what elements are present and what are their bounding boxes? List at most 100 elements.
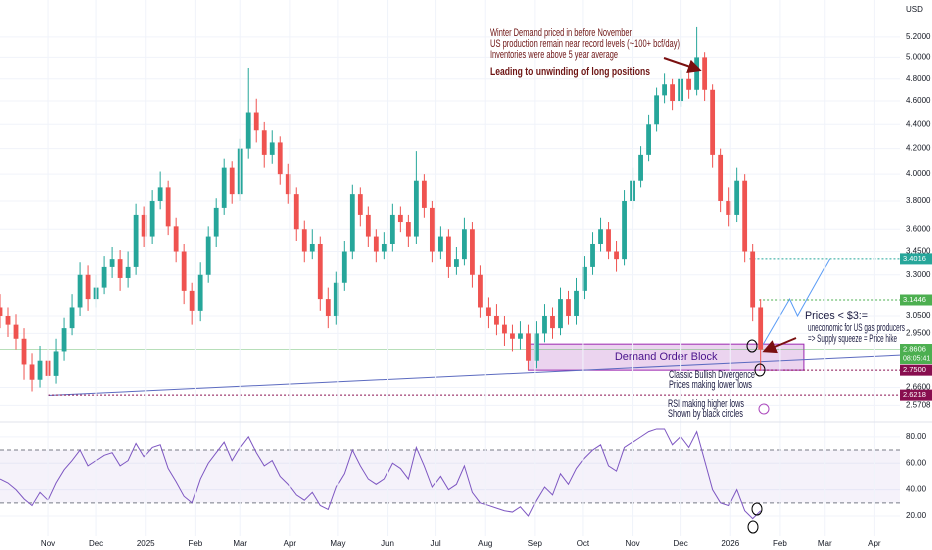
projection-line (761, 258, 830, 347)
annotation: Winter Demand priced in before November (490, 27, 632, 39)
x-tick-label: Sep (528, 539, 543, 548)
y-tick-label: 60.00 (906, 458, 927, 467)
y-tick-label: 5.0000 (906, 53, 931, 62)
candle-body (470, 229, 475, 275)
candle-body (165, 187, 171, 227)
y-tick-label: 4.2000 (906, 144, 931, 153)
candle-body (478, 274, 483, 308)
countdown: 08:05:41 (903, 355, 930, 362)
candle-body (662, 84, 667, 96)
candle-body (486, 307, 491, 316)
candle-body (213, 207, 219, 237)
y-tick-label: 3.8000 (906, 196, 931, 205)
price-label: 2.7500 (903, 365, 926, 374)
annotation: Prices < $3:= (805, 310, 868, 322)
candle-body (742, 180, 748, 252)
candle-body (333, 282, 339, 316)
candle-body (301, 229, 307, 252)
price-label: 3.1446 (903, 295, 926, 304)
candle-body (365, 214, 371, 237)
candle-body (437, 236, 443, 252)
y-tick-label: 80.00 (906, 432, 927, 441)
y-tick-label: 4.6000 (906, 96, 931, 105)
annotation: Leading to unwinding of long positions (490, 66, 650, 78)
y-tick-label: 2.5708 (906, 401, 931, 410)
candle-body (606, 229, 611, 252)
candle-body (510, 333, 515, 339)
candle-body (29, 364, 35, 380)
candle-body (5, 315, 11, 325)
candle-body (221, 167, 227, 208)
candle-body (37, 360, 43, 380)
x-tick-label: Oct (577, 539, 590, 548)
candle-body (149, 200, 155, 237)
candle-body (710, 89, 716, 155)
x-tick-label: Mar (233, 539, 247, 548)
candle-body (189, 290, 195, 311)
annotation: Prices making lower lows (669, 379, 752, 391)
candle-body (157, 187, 163, 201)
candle-body (397, 214, 403, 223)
candle-body (718, 154, 724, 201)
candle-body (389, 214, 395, 244)
y-tick-label: 3.0500 (906, 311, 931, 320)
candle-body (734, 180, 740, 215)
x-tick-label: Mar (818, 539, 832, 548)
annotation: US production remain near record levels … (490, 38, 680, 50)
price-label-box (900, 294, 932, 306)
candle-body (494, 315, 499, 325)
candle-body (197, 274, 203, 311)
candle-body (357, 194, 363, 215)
price-label: 2.8606 (903, 345, 926, 354)
candle-body (702, 57, 708, 90)
candle-body (518, 333, 523, 339)
candle-body (309, 243, 315, 252)
candle-body (125, 266, 131, 278)
arrow (762, 337, 797, 354)
x-tick-label: Apr (284, 539, 297, 548)
candle-body (670, 84, 675, 102)
annotation: Inventories were above 5 year average (490, 49, 618, 61)
candle-body (405, 222, 411, 237)
candle-body (381, 243, 387, 252)
candle-body (141, 214, 147, 237)
candle-body (133, 214, 139, 267)
y-tick-label: 2.9500 (906, 329, 931, 338)
candle-body (534, 333, 539, 361)
x-tick-label: Nov (625, 539, 639, 548)
candle-body (117, 259, 123, 278)
axis-unit: USD (906, 5, 923, 14)
candle-body (277, 142, 283, 175)
arrow (663, 57, 702, 73)
x-tick-label: Jun (381, 539, 394, 548)
candle-body (686, 78, 692, 90)
candle-body (558, 299, 563, 329)
annotation: Classic Bullish Divergence (669, 369, 755, 381)
candle-body (502, 324, 507, 334)
circle-marker (751, 502, 763, 516)
candle-body (21, 338, 27, 365)
price-label: 3.4016 (903, 254, 926, 263)
candle-body (454, 259, 459, 267)
y-tick-label: 5.2000 (906, 32, 931, 41)
annotations: Winter Demand priced in before November … (490, 27, 905, 534)
price-label-box (900, 344, 932, 365)
candle-body (317, 243, 323, 300)
annotation: => Supply squeeze = Price hike (808, 333, 897, 345)
candle-body (445, 236, 451, 267)
candle-body (750, 251, 756, 308)
x-tick-label: May (330, 539, 345, 548)
y-tick-label: 3.3000 (906, 270, 931, 279)
candle-body (694, 57, 700, 90)
y-tick-label: 3.6000 (906, 224, 931, 233)
candle-body (285, 174, 291, 195)
candle-body (574, 290, 579, 316)
x-tick-label: Dec (89, 539, 103, 548)
zone-label: Demand Order Block (615, 351, 718, 363)
price-pane: Demand Order Block (0, 26, 900, 406)
icon (758, 403, 770, 415)
candle-body (69, 307, 75, 329)
candle-body (542, 315, 547, 334)
price-label: 2.6218 (903, 390, 926, 399)
candle-body (429, 207, 435, 252)
